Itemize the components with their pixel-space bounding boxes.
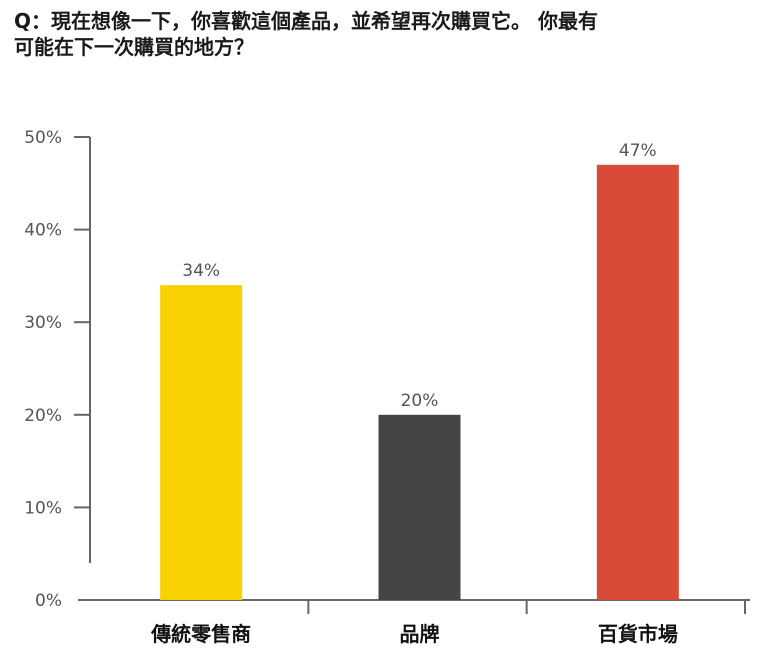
y-tick-label: 20% <box>24 406 62 426</box>
chart-title-line-1: Q：現在想像一下，你喜歡這個產品，並希望再次購買它。 你最有 <box>14 9 598 33</box>
y-tick-label: 30% <box>24 313 62 333</box>
bar-3 <box>596 164 679 600</box>
chart-title: Q：現在想像一下，你喜歡這個產品，並希望再次購買它。 你最有 可能在下一次購買的… <box>14 8 754 60</box>
data-label-1: 34% <box>182 261 220 281</box>
category-label-1: 傳統零售商 <box>150 622 251 646</box>
chart-title-line-2: 可能在下一次購買的地方？ <box>14 35 254 59</box>
data-label-2: 20% <box>401 391 439 411</box>
y-tick-label: 0% <box>35 591 62 611</box>
bars <box>160 164 679 600</box>
bar-2 <box>378 414 461 600</box>
y-axis: 0% 10% 20% 30% 40% 50% <box>24 128 91 611</box>
category-label-3: 百貨市場 <box>598 622 678 646</box>
category-labels: 傳統零售商 品牌 百貨市場 <box>150 622 678 646</box>
category-label-2: 品牌 <box>400 622 440 646</box>
data-labels: 34% 20% 47% <box>182 141 656 411</box>
y-tick-label: 40% <box>24 221 62 241</box>
y-tick-label: 50% <box>24 128 62 148</box>
x-axis <box>78 599 750 614</box>
bar-1 <box>160 285 243 600</box>
data-label-3: 47% <box>619 141 657 161</box>
y-tick-label: 10% <box>24 498 62 518</box>
